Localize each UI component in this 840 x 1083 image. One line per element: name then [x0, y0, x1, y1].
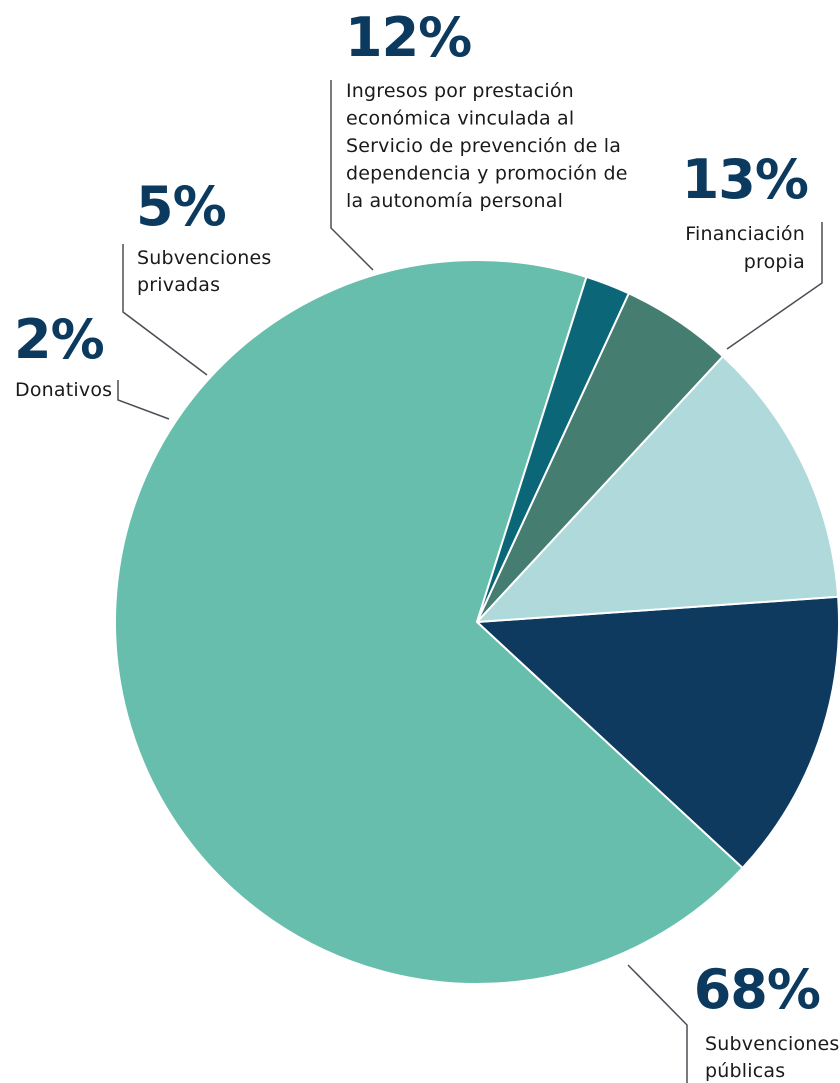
slice-label-ingresos-line-4: dependencia y promoción de [346, 163, 628, 185]
percent-label-financiacion: 13% [682, 148, 808, 211]
leader-lines [117, 80, 823, 1083]
leader-line-publicas [627, 964, 688, 1083]
pie-slice-financiacion [476, 595, 840, 869]
slice-label-ingresos-line-5: la autonomía personal [346, 190, 563, 212]
leader-line-financiacion [726, 222, 823, 350]
slice-label-ingresos-line-3: Servicio de prevención de la [346, 135, 621, 157]
slice-label-publicas-line-1: Subvenciones [705, 1033, 840, 1055]
pie-slice-ingresos [476, 355, 840, 623]
slice-label-privadas-line-1: Subvenciones [137, 247, 272, 269]
percent-label-privadas: 5% [136, 175, 226, 238]
percent-label-donativos: 2% [14, 308, 104, 371]
slice-label-financiacion-line-1: Financiación [685, 223, 805, 245]
pie-slices [114, 258, 840, 985]
slice-label-privadas-line-2: privadas [137, 274, 220, 296]
percent-label-ingresos: 12% [345, 6, 471, 69]
slice-label-publicas-line-2: públicas [705, 1060, 785, 1082]
leader-line-donativos [117, 380, 170, 420]
percent-label-publicas: 68% [694, 958, 820, 1021]
leader-line-privadas [122, 244, 208, 376]
slice-label-financiacion-line-2: propia [744, 251, 805, 273]
slice-label-ingresos-line-2: económica vinculada al [346, 108, 574, 130]
slice-label-donativos-line-1: Donativos [15, 379, 112, 401]
leader-line-ingresos [330, 80, 374, 271]
pie-slice-publicas [114, 258, 744, 985]
slice-label-ingresos-line-1: Ingresos por prestación [346, 80, 574, 102]
slice-labels: 13% Financiación propia 68% Subvenciones públ… [14, 6, 840, 1082]
